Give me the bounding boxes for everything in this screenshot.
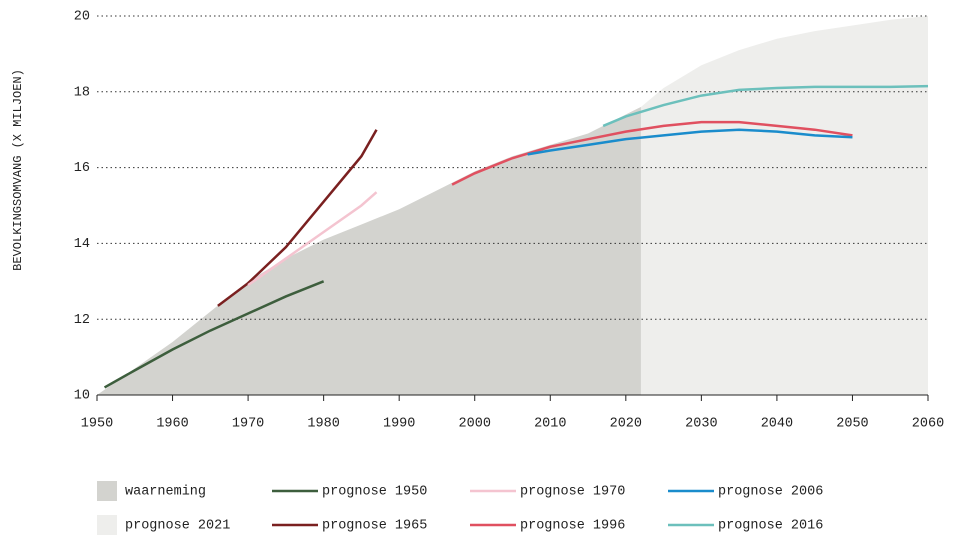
legend-swatch — [97, 515, 117, 535]
x-tick-label: 2010 — [534, 417, 566, 432]
x-tick-label: 1960 — [156, 417, 188, 432]
legend-label: prognose 2021 — [125, 519, 230, 534]
y-tick-label: 14 — [74, 237, 90, 252]
x-tick-label: 1990 — [383, 417, 415, 432]
y-tick-label: 18 — [74, 85, 90, 100]
y-tick-label: 12 — [74, 313, 90, 328]
grid — [97, 15, 928, 320]
x-tick-label: 2000 — [459, 417, 491, 432]
line — [527, 128, 853, 156]
legend-label: prognose 2006 — [718, 485, 823, 500]
y-axis-label: BEVOLKINGSOMVANG (X MILJOEN) — [11, 69, 25, 271]
x-tick-label: 2060 — [912, 417, 944, 432]
area — [97, 106, 641, 396]
x-tick-label: 1980 — [307, 417, 339, 432]
line — [103, 280, 325, 389]
legend-label: prognose 1970 — [520, 485, 625, 500]
x-tick-label: 2020 — [610, 417, 642, 432]
x-tick-label: 2030 — [685, 417, 717, 432]
line — [217, 129, 378, 307]
legend-label: prognose 1996 — [520, 519, 625, 534]
areas — [625, 16, 928, 395]
lines — [103, 84, 929, 389]
area — [625, 16, 928, 395]
line — [247, 191, 378, 287]
y-tick-label: 20 — [74, 10, 90, 25]
x-tick-label: 2050 — [836, 417, 868, 432]
legend-label: prognose 2016 — [718, 519, 823, 534]
x-tick-label: 1950 — [81, 417, 113, 432]
x-tick-label: 2040 — [761, 417, 793, 432]
legend-swatch — [97, 481, 117, 501]
y-tick-label: 10 — [74, 389, 90, 404]
x-tick-label: 1970 — [232, 417, 264, 432]
legend-label: prognose 1965 — [322, 519, 427, 534]
legend-label: prognose 1950 — [322, 485, 427, 500]
legend-label: waarneming — [125, 485, 206, 500]
y-tick-label: 16 — [74, 161, 90, 176]
line — [602, 84, 929, 128]
line — [451, 120, 853, 186]
